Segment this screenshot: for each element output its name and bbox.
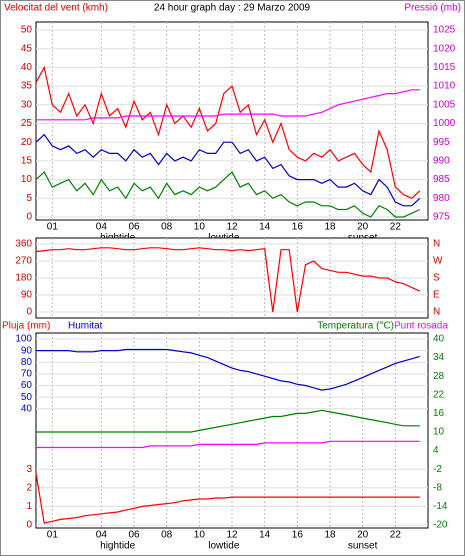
y-tick-label: 15 [21,156,33,167]
y-tick-label: 180 [15,273,32,284]
y-tick-label: 1005 [433,99,456,110]
y-tick-label: 2 [26,482,32,493]
y2-axis-label: Pressió (mb) [404,3,461,14]
y-tick-label: 40 [21,62,33,73]
series-line [35,472,420,524]
y-tick-label: N [433,307,440,318]
y-tick-label: 975 [433,212,450,223]
x-tick-label: 14 [259,530,271,541]
y-tick-label: 20 [21,137,33,148]
series-line [36,348,420,391]
series-line [36,409,420,433]
y-tick-label: 90 [21,345,33,356]
x-tick-label: 01 [47,222,59,233]
y-tick-label: 100 [15,334,32,345]
y-tick-label: 1010 [433,81,456,92]
y-tick-label: 0 [26,520,32,531]
series-line [35,133,421,207]
y-tick-label: 10 [21,174,33,185]
y-tick-label: 90 [21,290,33,301]
y-tick-label: 35 [21,81,33,92]
y-tick-label: 25 [21,118,33,129]
series-line [35,171,421,218]
y-tick-label: E [433,290,440,301]
x-tick-label: 04 [96,222,108,233]
y-tick-label: 1025 [433,25,456,36]
y-tick-label: 990 [433,156,450,167]
y-tick-label: 70 [21,369,33,380]
x-tick-label: 14 [259,222,271,233]
y-tick-label: 985 [433,174,450,185]
y-tick-label: 4 [433,445,439,456]
series-line [35,65,421,200]
y-tick-label: S [433,273,440,284]
legend-label: Punt rosada [394,321,448,332]
y-tick-label: 45 [21,43,33,54]
y-tick-label: 360 [15,239,32,250]
y-axis-label: Velocitat del vent (kmh) [4,3,108,14]
x-tick-label: 22 [390,222,402,233]
x-tick-label: 08 [161,530,173,541]
y-tick-label: 980 [433,193,450,204]
x-tick-label: 10 [194,530,206,541]
x-tick-label: 10 [194,222,206,233]
y-tick-label: W [433,256,443,267]
x-tick-label: 16 [292,530,304,541]
y-tick-label: 3 [26,464,32,475]
y-tick-label: 50 [21,25,33,36]
x-tick-label: 12 [226,222,238,233]
y-tick-label: 1015 [433,62,456,73]
y-tick-label: 50 [21,392,33,403]
y-tick-label: 1020 [433,43,456,54]
x-tick-label: 18 [324,530,336,541]
chart-title: 24 hour graph day : 29 Marzo 2009 [154,3,311,14]
y-tick-label: 22 [433,389,445,400]
series-line [36,89,420,121]
y-tick-label: 270 [15,256,32,267]
y-tick-label: 80 [21,357,33,368]
y-tick-label: 40 [433,334,445,345]
annotation: sunset [348,541,378,552]
x-tick-label: 20 [357,222,369,233]
x-tick-label: 04 [96,530,108,541]
x-tick-label: 12 [226,530,238,541]
y-tick-label: -14 [433,501,448,512]
y-tick-label: 34 [433,352,445,363]
annotation: hightide [100,541,135,552]
y-tick-label: 1000 [433,118,456,129]
y-tick-label: 16 [433,408,445,419]
y-tick-label: 0 [26,212,32,223]
x-tick-label: 18 [324,222,336,233]
y-tick-label: -8 [433,482,442,493]
y-tick-label: 5 [26,193,32,204]
y-tick-label: -2 [433,464,442,475]
y-tick-label: 30 [21,99,33,110]
y-tick-label: 40 [21,403,33,414]
y-tick-label: N [433,239,440,250]
x-tick-label: 20 [357,530,369,541]
legend-label: Temperatura (°C) [317,321,394,332]
y-tick-label: 60 [21,380,33,391]
x-tick-label: 08 [161,222,173,233]
y-tick-label: 1 [26,501,32,512]
x-tick-label: 16 [292,222,304,233]
legend-label: Humitat [68,321,103,332]
y-tick-label: 0 [26,307,32,318]
x-tick-label: 01 [47,530,59,541]
y-tick-label: 28 [433,371,445,382]
series-line [35,247,421,313]
series-line [36,440,420,449]
y-tick-label: 10 [433,427,445,438]
annotation: lowtide [208,541,240,552]
x-tick-label: 22 [390,530,402,541]
y-tick-label: 995 [433,137,450,148]
x-tick-label: 06 [128,530,140,541]
y-tick-label: -20 [433,520,448,531]
x-tick-label: 06 [128,222,140,233]
legend-label: Pluja (mm) [2,321,50,332]
